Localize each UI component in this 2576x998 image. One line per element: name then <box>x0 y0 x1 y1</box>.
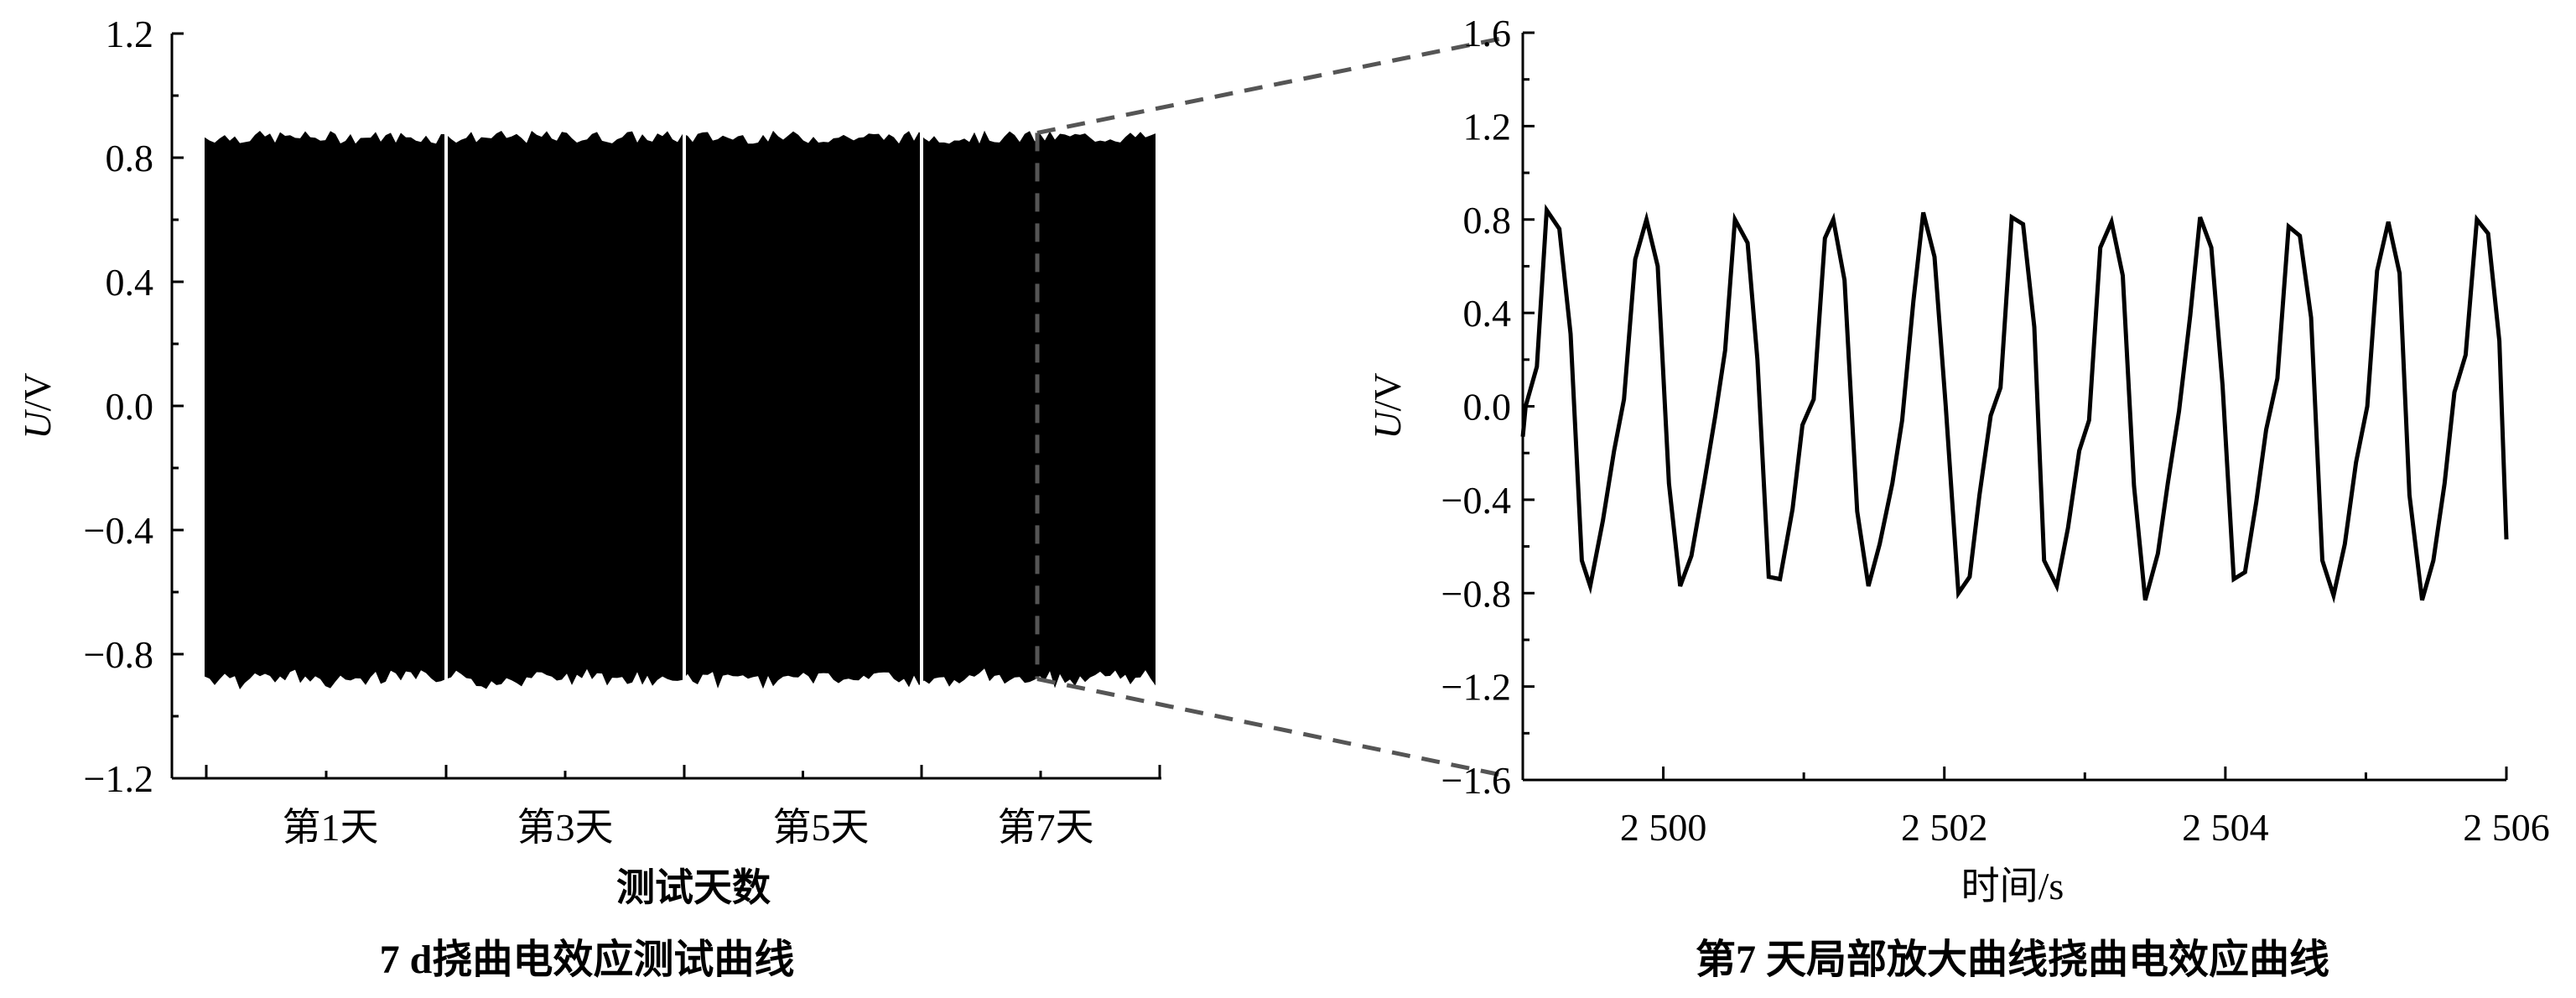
x-tick-label: 第5天 <box>773 806 870 849</box>
x-tick-label: 2 500 <box>1620 806 1707 849</box>
right-chart: −1.6−1.2−0.8−0.40.00.40.81.21.6 2 500 2 5… <box>1366 12 2550 982</box>
y-tick-label: 1.2 <box>106 13 154 55</box>
right-series-line <box>1520 204 2509 604</box>
x-tick-label: 第3天 <box>517 806 614 849</box>
y-tick-label: −0.8 <box>84 633 153 676</box>
left-chart: −1.2 −0.8 −0.4 0.0 0.4 0.8 1.2 第1天 第3天 第5天 第7天 U/… <box>16 13 1161 982</box>
y-tick-label: 1.6 <box>1463 12 1512 55</box>
zoom-connector-top <box>1036 34 1510 135</box>
y-tick-label: 0.8 <box>106 137 154 179</box>
y-tick-label: −1.6 <box>1441 759 1511 802</box>
x-tick-label: 2 502 <box>1901 806 1988 849</box>
y-tick-label: −0.8 <box>1441 572 1511 615</box>
x-tick-label: 2 506 <box>2463 806 2550 849</box>
y-tick-label: 0.4 <box>106 261 154 304</box>
right-caption: 第7 天局部放大曲线挠曲电效应曲线 <box>1696 938 2329 982</box>
zoom-indicator <box>1035 34 1510 779</box>
y-tick-label: 1.2 <box>1463 105 1512 148</box>
y-tick-label: 0.0 <box>1463 386 1512 429</box>
right-x-axis-title: 时间/s <box>1961 865 2064 907</box>
x-tick-label: 2 504 <box>2182 806 2269 849</box>
x-tick-label: 第7天 <box>998 806 1094 849</box>
y-tick-label: 0.4 <box>1463 292 1512 335</box>
left-y-ticks: −1.2 −0.8 −0.4 0.0 0.4 0.8 1.2 <box>84 13 184 800</box>
left-y-axis-title: U/V <box>16 372 59 439</box>
y-tick-label: 0.0 <box>106 385 154 428</box>
y-tick-label: −1.2 <box>84 757 153 800</box>
y-tick-label: 0.8 <box>1463 199 1512 242</box>
right-y-axis-title: U/V <box>1366 372 1409 439</box>
right-y-ticks: −1.6 −1.2 −0.8 −0.4 0.0 0.4 0.8 1.2 1.6 <box>1441 12 1535 802</box>
left-x-axis-title: 测试天数 <box>616 866 771 909</box>
zoom-connector-bottom <box>1036 677 1510 779</box>
left-day-gaps <box>444 127 923 685</box>
x-tick-label: 第1天 <box>283 806 379 849</box>
y-tick-label: −1.2 <box>1441 666 1511 709</box>
left-signal-band <box>205 130 1156 690</box>
right-x-ticks: 2 500 2 502 2 504 2 506 <box>1620 767 2550 849</box>
y-tick-label: −0.4 <box>1441 479 1511 522</box>
left-caption: 7 d挠曲电效应测试曲线 <box>380 938 795 982</box>
y-tick-label: −0.4 <box>84 509 153 552</box>
left-x-ticks: 第1天 第3天 第5天 第7天 <box>205 765 1161 849</box>
